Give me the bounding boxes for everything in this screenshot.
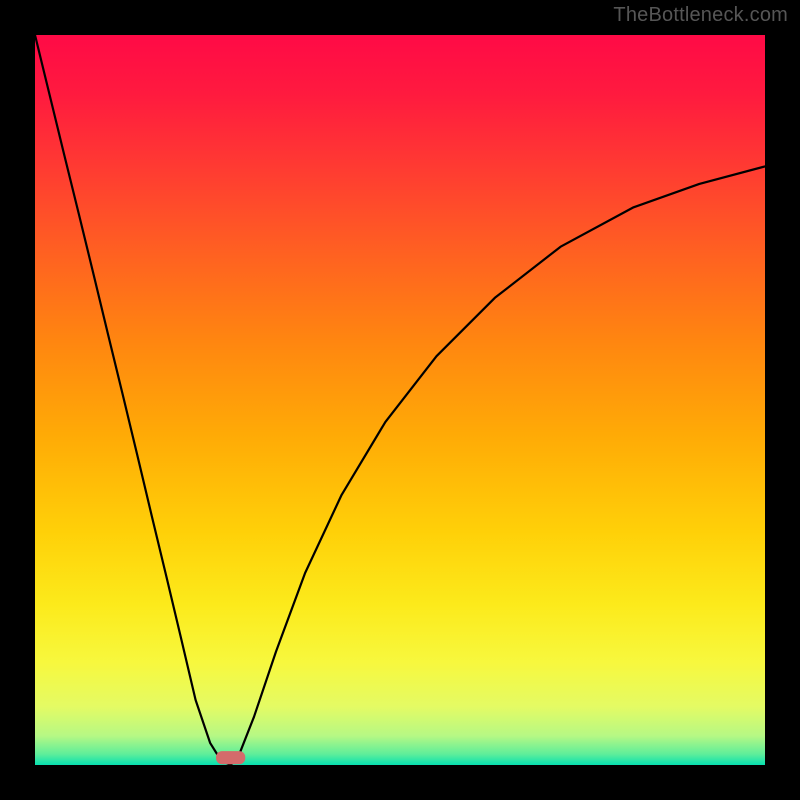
watermark-text: TheBottleneck.com bbox=[613, 4, 788, 27]
curve-apex-marker bbox=[216, 751, 245, 764]
bottleneck-curve-chart bbox=[0, 0, 800, 800]
plot-background bbox=[35, 35, 765, 765]
chart-container: TheBottleneck.com bbox=[0, 0, 800, 800]
